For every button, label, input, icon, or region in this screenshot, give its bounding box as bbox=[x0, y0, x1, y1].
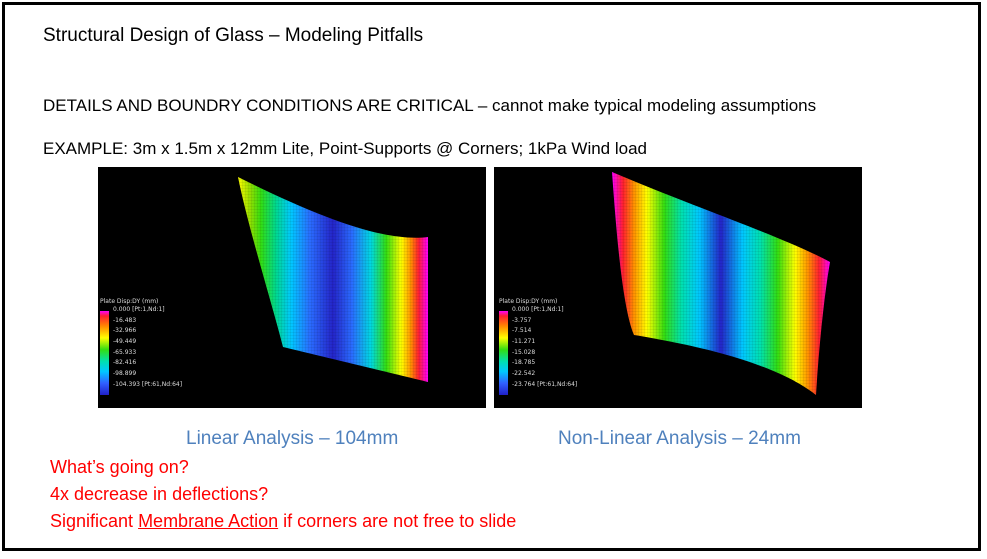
note-membrane-suffix: if corners are not free to slide bbox=[278, 511, 517, 531]
legend-color-bar bbox=[499, 311, 508, 395]
legend-value: -11.271 bbox=[512, 338, 536, 346]
legend-value: 0.000 [Pt:1,Nd:1] bbox=[512, 306, 564, 313]
legend-value: -15.028 bbox=[512, 348, 536, 356]
note-deflection: 4x decrease in deflections? bbox=[50, 484, 269, 504]
legend-value: -32.966 bbox=[113, 327, 137, 335]
legend-value: -104.393 [Pt:61,Nd:64] bbox=[113, 380, 183, 388]
legend-value: -22.542 bbox=[512, 370, 536, 378]
legend-value: -82.416 bbox=[113, 359, 137, 367]
details-text: DETAILS AND BOUNDRY CONDITIONS ARE CRITI… bbox=[43, 96, 817, 115]
legend-value: -49.449 bbox=[113, 338, 137, 346]
legend-value: -7.514 bbox=[512, 327, 532, 335]
nonlinear-plate-contour bbox=[612, 172, 830, 395]
legend-value: -16.483 bbox=[113, 316, 137, 324]
legend-title: Plate Disp:DY (mm) bbox=[100, 298, 159, 305]
linear-plate-contour bbox=[238, 177, 428, 382]
legend-value: -23.764 [Pt:61,Nd:64] bbox=[512, 380, 578, 388]
legend-value: -18.785 bbox=[512, 359, 536, 367]
note-membrane-prefix: Significant bbox=[50, 511, 139, 531]
legend-value: -98.899 bbox=[113, 370, 137, 378]
linear-caption: Linear Analysis – 104mm bbox=[186, 428, 399, 449]
note-membrane: Significant Membrane Action if corners a… bbox=[50, 511, 516, 532]
membrane-action-term: Membrane Action bbox=[138, 511, 279, 531]
linear-analysis-plot: Plate Disp:DY (mm) 0.000 [Pt:1,Nd:1] -16… bbox=[98, 167, 486, 408]
legend-color-bar bbox=[100, 311, 109, 395]
slide-title: Structural Design of Glass – Modeling Pi… bbox=[43, 25, 424, 46]
legend-value: 0.000 [Pt:1,Nd:1] bbox=[113, 306, 165, 313]
nonlinear-caption: Non-Linear Analysis – 24mm bbox=[558, 428, 801, 449]
note-question: What’s going on? bbox=[50, 457, 189, 477]
example-text: EXAMPLE: 3m x 1.5m x 12mm Lite, Point-Su… bbox=[43, 139, 647, 158]
legend-title: Plate Disp:DY (mm) bbox=[499, 298, 558, 305]
legend-value: -65.933 bbox=[113, 348, 137, 356]
legend-value: -3.757 bbox=[512, 316, 532, 324]
nonlinear-analysis-plot: Plate Disp:DY (mm) 0.000 [Pt:1,Nd:1] -3.… bbox=[494, 167, 862, 408]
